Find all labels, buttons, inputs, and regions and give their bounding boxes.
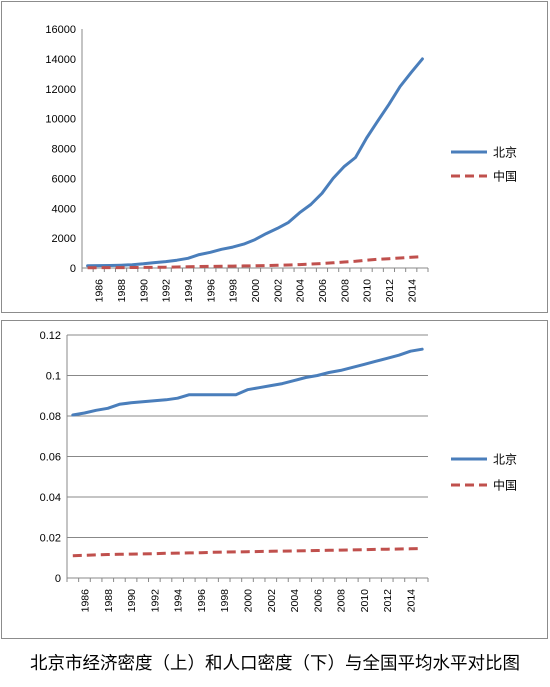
series-line-beijing: [86, 57, 424, 268]
x-tick-label: 2000: [250, 279, 262, 303]
x-tick-label: 1986: [94, 279, 106, 303]
x-tick-label: 1988: [116, 279, 128, 303]
y-tick-label: 0.04: [40, 492, 61, 504]
x-tick-label: 2012: [382, 589, 394, 613]
x-tick-label: 1994: [173, 589, 185, 613]
x-tick-label: 2004: [289, 589, 301, 613]
x-tick-label: 1988: [103, 589, 115, 613]
x-tick-label: 2006: [317, 279, 329, 303]
chart-frame: [1, 320, 548, 639]
x-tick-label: 2014: [406, 279, 418, 303]
x-tick-label: 2008: [339, 279, 351, 303]
x-tick-label: 2010: [359, 589, 371, 613]
x-tick-label: 2000: [243, 589, 255, 613]
x-tick-label: 2004: [295, 279, 307, 303]
y-tick-label: 0.02: [40, 533, 61, 545]
figure-caption: 北京市经济密度（上）和人口密度（下）与全国平均水平对比图: [30, 654, 520, 674]
x-tick-label: 1990: [138, 279, 150, 303]
x-tick-label: 2006: [312, 589, 324, 613]
x-tick-label: 1994: [183, 279, 195, 303]
x-tick-label: 1996: [205, 279, 217, 303]
series-line-beijing: [71, 347, 424, 417]
x-tick-label: 2012: [384, 279, 396, 303]
y-tick-label: 8000: [52, 144, 76, 156]
y-tick-label: 0: [55, 573, 61, 585]
x-tick-label: 2014: [406, 589, 418, 613]
legend-label: 中国: [493, 169, 517, 184]
economic-density-chart: 0 2000 4000 6000 8000 10000 12000 14000 16000 198…: [1, 1, 548, 313]
y-tick-label: 0.06: [40, 452, 61, 464]
y-tick-label: 2000: [52, 233, 76, 245]
y-tick-label: 0: [70, 263, 76, 275]
series-line-china: [72, 547, 423, 558]
x-tick-label: 2002: [266, 589, 278, 613]
x-tick-label: 2002: [272, 279, 284, 303]
y-tick-label: 12000: [45, 84, 76, 96]
y-tick-label: 0.1: [46, 371, 61, 383]
legend-label: 北京: [493, 146, 517, 160]
y-tick-label: 14000: [45, 54, 76, 66]
y-tick-label: 16000: [45, 24, 76, 36]
y-tick-label: 4000: [52, 203, 76, 215]
x-tick-label: 1998: [219, 589, 231, 613]
x-tick-label: 1998: [228, 279, 240, 303]
y-tick-label: 0.12: [40, 330, 61, 342]
legend-label: 北京: [493, 453, 517, 467]
population-density-chart: 0 0.02 0.04 0.06 0.08 0.1 0.12 1986 1988 1990 1992…: [1, 320, 548, 639]
legend-label: 中国: [493, 478, 517, 493]
y-tick-label: 6000: [52, 173, 76, 185]
y-tick-label: 0.08: [40, 411, 61, 423]
y-tick-label: 10000: [45, 114, 76, 126]
x-tick-label: 1992: [149, 589, 161, 613]
x-tick-label: 1996: [196, 589, 208, 613]
x-tick-label: 1990: [126, 589, 138, 613]
x-tick-label: 1986: [79, 589, 91, 613]
x-tick-label: 2010: [362, 279, 374, 303]
x-tick-label: 2008: [336, 589, 348, 613]
x-tick-label: 1992: [161, 279, 173, 303]
chart-frame: [1, 1, 548, 313]
